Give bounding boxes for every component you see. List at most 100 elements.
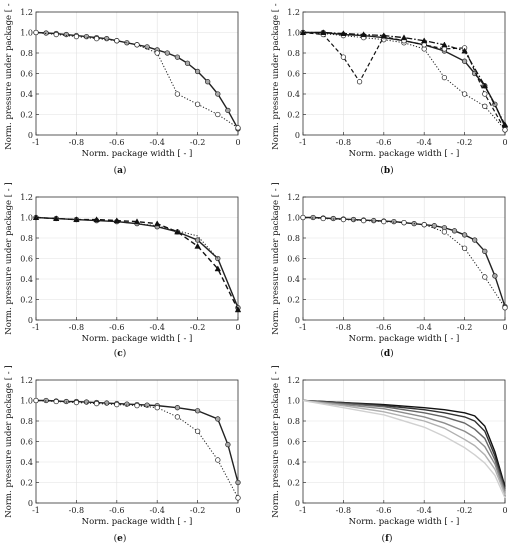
y-tick-label: 0: [295, 316, 300, 325]
series-line-3: [302, 31, 506, 131]
data-point: [319, 29, 327, 35]
y-axis-label: Norm. pressure under package [ - ]: [271, 0, 281, 150]
data-point: [32, 214, 40, 220]
data-point: [441, 229, 448, 235]
data-point: [461, 91, 468, 97]
data-point: [461, 47, 468, 54]
panel-label-open: (: [382, 533, 386, 544]
chart-panel-a: 0 0.2 0.4 0.6 0.8 1.0 1.2 -1 -0.8 -0.6 -0.4 -0.2 0 No…: [4, 0, 241, 176]
y-tick-label: 1.0: [20, 29, 33, 38]
x-tick-label: -0.8: [336, 323, 351, 332]
y-axis-label: Norm. pressure under package [ - ]: [4, 365, 14, 517]
data-point: [114, 401, 120, 408]
panel-label-close: ): [123, 533, 127, 544]
data-point: [482, 91, 488, 97]
x-tick-label: 0: [502, 506, 507, 515]
data-point: [235, 125, 241, 131]
data-point: [340, 216, 347, 223]
data-point: [215, 111, 221, 118]
y-tick-label: 0.2: [287, 111, 300, 120]
y-tick-label: 0.4: [287, 275, 300, 284]
y-tick-label: 1.0: [20, 214, 33, 223]
data-point: [421, 222, 427, 228]
x-tick-label: -0.6: [376, 323, 391, 332]
y-tick-label: 0.8: [20, 417, 33, 426]
series-line-2: [302, 399, 506, 489]
data-point: [194, 68, 201, 75]
data-point: [184, 60, 191, 66]
panel-label-letter: b: [384, 166, 390, 176]
y-tick-label: 0.4: [20, 90, 33, 99]
data-point: [104, 400, 110, 406]
data-point: [174, 54, 181, 60]
panel-label-open: (: [380, 165, 384, 176]
data-point: [461, 232, 468, 238]
y-tick-label: 0.8: [287, 49, 300, 58]
x-tick-label: 0: [235, 506, 240, 515]
x-tick-label: -0.4: [149, 138, 164, 147]
y-tick-label: 1.2: [20, 8, 33, 17]
panel-label: (e): [114, 533, 127, 544]
x-tick-label: -1: [32, 506, 40, 515]
y-axis-label: Norm. pressure under package [ - ]: [271, 182, 281, 334]
panel-label-letter: c: [117, 349, 123, 359]
data-point: [134, 402, 140, 409]
data-point: [194, 428, 201, 434]
data-point: [134, 42, 140, 48]
series-line-1: [35, 216, 239, 308]
y-tick-label: 1.0: [287, 29, 300, 38]
data-point: [441, 41, 448, 48]
y-axis-label: Norm. pressure under package [ - ]: [4, 0, 14, 150]
data-point: [144, 402, 150, 408]
x-tick-label: -0.6: [376, 138, 391, 147]
x-tick-label: -0.2: [190, 138, 205, 147]
data-point: [194, 101, 201, 107]
data-point: [73, 33, 80, 40]
x-tick-label: -1: [299, 138, 307, 147]
data-point: [299, 29, 307, 35]
data-point: [380, 32, 388, 39]
data-point: [153, 220, 161, 227]
data-point: [43, 397, 49, 404]
data-point: [154, 50, 160, 56]
y-tick-label: 0.2: [287, 296, 300, 305]
data-point: [73, 399, 80, 406]
x-axis-label: Norm. package width [ - ]: [82, 517, 193, 527]
y-tick-label: 1.2: [20, 193, 33, 202]
y-axis-label: Norm. pressure under package [ - ]: [4, 182, 14, 334]
data-point: [214, 265, 222, 272]
y-tick-label: 0.4: [287, 458, 300, 467]
series-line-6: [302, 399, 506, 499]
data-point: [63, 31, 69, 38]
data-point: [381, 218, 387, 225]
data-point: [154, 405, 160, 411]
panel-label-letter: e: [117, 534, 123, 544]
data-point: [225, 441, 231, 448]
data-point: [501, 121, 509, 128]
data-point: [174, 414, 181, 420]
data-point: [215, 91, 221, 97]
series-line-2: [302, 32, 506, 131]
x-tick-label: 0: [235, 138, 240, 147]
data-point: [235, 495, 241, 501]
data-point: [431, 223, 437, 229]
chart-panel-e: 0 0.2 0.4 0.6 0.8 1.0 1.2 -1 -0.8 -0.6 -0.4 -0.2 0 No…: [4, 365, 241, 544]
x-tick-label: -0.2: [190, 323, 205, 332]
panel-label-open: (: [380, 348, 384, 359]
x-tick-label: -0.2: [457, 506, 472, 515]
x-axis-label: Norm. package width [ - ]: [82, 334, 193, 344]
panel-label: (a): [114, 165, 127, 176]
data-point: [502, 305, 508, 311]
panel-label: (d): [380, 348, 393, 359]
x-tick-label: -0.4: [149, 323, 164, 332]
data-point: [310, 214, 316, 221]
data-point: [124, 401, 130, 407]
data-point: [225, 107, 231, 114]
y-tick-label: 0.6: [20, 70, 33, 79]
data-point: [461, 245, 468, 251]
series-line-3: [302, 399, 506, 491]
data-point: [360, 217, 367, 224]
x-axis-label: Norm. package width [ - ]: [349, 517, 460, 527]
data-point: [83, 33, 90, 40]
